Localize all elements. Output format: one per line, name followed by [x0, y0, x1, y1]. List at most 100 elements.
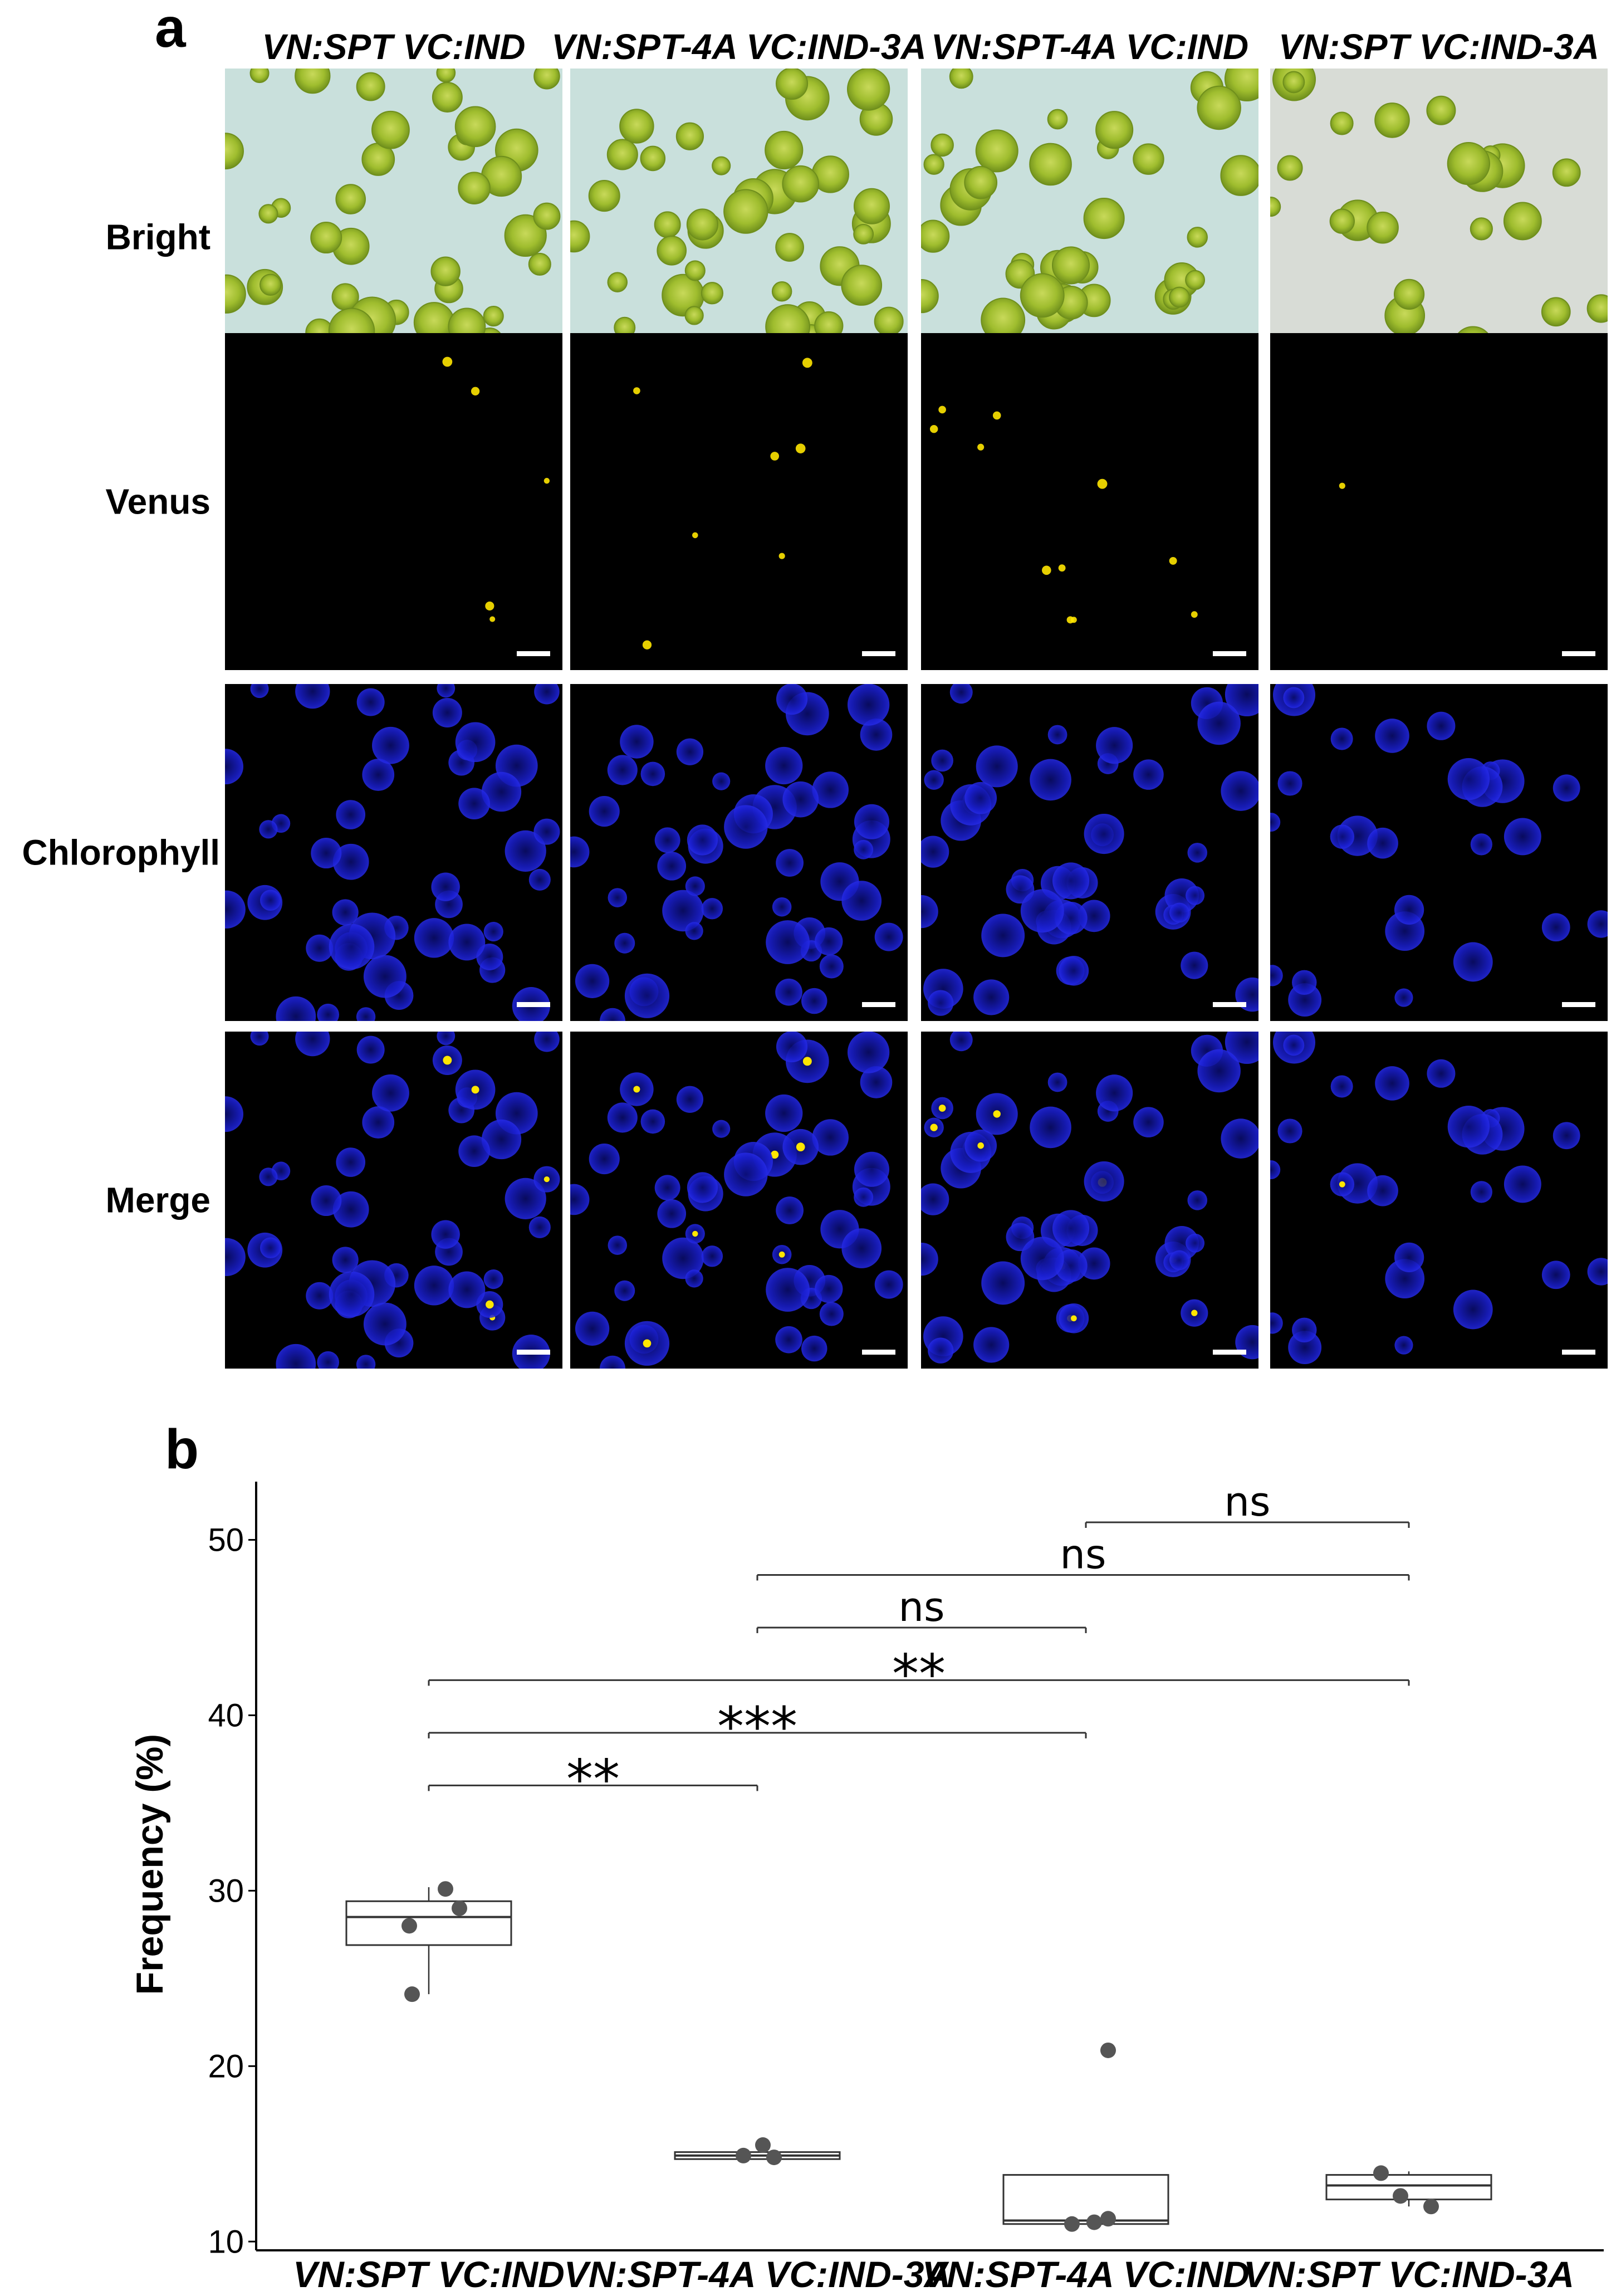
chlorophyll-cell [973, 979, 1010, 1015]
venus-signal [1169, 556, 1177, 565]
chlorophyll-cell [701, 898, 723, 920]
venus-signal [471, 387, 480, 395]
protoplast-cell [1051, 246, 1090, 285]
protoplast-cell [1367, 211, 1399, 244]
chlorophyll-cell [1330, 727, 1353, 750]
protoplast-cell [335, 184, 366, 214]
chlorophyll-cell [775, 1326, 802, 1354]
y-ticks: 10 20 30 40 50 [208, 1522, 256, 2260]
micrograph-background [1270, 333, 1608, 670]
chlorophyll-cell [1283, 687, 1305, 709]
protoplast-cell [723, 189, 768, 234]
micrograph-tile [921, 684, 1258, 1021]
protoplast-cell [1083, 197, 1125, 240]
column-label: VN:SPT VC:IND [262, 27, 526, 67]
venus-signal [1339, 1181, 1345, 1188]
chlorophyll-cell [765, 1094, 803, 1132]
protoplast-cell [1185, 270, 1206, 290]
venus-signal [929, 424, 938, 433]
venus-signal [1070, 1315, 1077, 1322]
chlorophyll-cell [1394, 1242, 1424, 1272]
chlorophyll-cell [624, 973, 670, 1018]
chlorophyll-cell [483, 921, 503, 942]
row-labels: Bright Venus Chlorophyll Merge [22, 217, 220, 1220]
chlorophyll-cell [570, 1184, 590, 1215]
scale-bar [862, 1350, 895, 1355]
protoplast-cell [249, 69, 270, 84]
chlorophyll-cell [1133, 1107, 1164, 1137]
chlorophyll-cell [1197, 701, 1241, 745]
protoplast-cell [619, 109, 654, 144]
chlorophyll-cell [1292, 1317, 1317, 1343]
chlorophyll-cell [815, 927, 843, 956]
protoplast-cell [1541, 297, 1571, 327]
protoplast-cell [949, 69, 973, 89]
column-label: VN:SPT-4A VC:IND [931, 27, 1248, 67]
protoplast-cell [853, 188, 890, 224]
chlorophyll-cell [362, 1106, 395, 1139]
chlorophyll-cell [640, 1109, 665, 1134]
chlorophyll-cell [928, 1337, 954, 1364]
protoplast-cell [712, 156, 731, 175]
row-label: Chlorophyll [22, 833, 220, 873]
venus-signal [692, 532, 698, 539]
chlorophyll-cell [414, 918, 454, 958]
chlorophyll-cell [687, 824, 718, 856]
venus-signal [770, 452, 780, 461]
row-label: Bright [106, 217, 210, 257]
venus-signal [802, 1057, 812, 1066]
significance-bracket: ns [756, 1531, 1410, 1581]
chlorophyll-cell [1164, 1225, 1199, 1261]
box [674, 2151, 841, 2160]
protoplast-cell [606, 139, 638, 170]
venus-signal [485, 601, 494, 611]
chlorophyll-cell [1133, 759, 1164, 790]
significance-bracket: ** [428, 1748, 758, 1810]
venus-signal [633, 1086, 640, 1093]
data-point [1393, 2188, 1408, 2204]
protoplast-cell [533, 69, 560, 90]
chlorophyll-cell [1221, 1118, 1258, 1159]
protoplast-cell [684, 306, 704, 325]
chlorophyll-cell [1186, 1233, 1205, 1253]
chlorophyll-cell [437, 1032, 456, 1046]
chlorophyll-cell [662, 1237, 704, 1279]
scale-bar [517, 1350, 550, 1355]
chlorophyll-cell [1270, 1312, 1283, 1334]
chlorophyll-cell [1059, 955, 1089, 986]
venus-signal [938, 406, 946, 414]
chlorophyll-cell [685, 876, 705, 896]
chlorophyll-cell [1292, 970, 1317, 995]
protoplast-cell [1047, 109, 1068, 130]
x-category-label: VN:SPT VC:IND [293, 2254, 565, 2295]
chlorophyll-cell [724, 805, 768, 849]
chlorophyll-cell [295, 1032, 330, 1057]
chlorophyll-cell [1186, 886, 1205, 905]
protoplast-cell [931, 133, 954, 157]
micrograph-tile [570, 333, 908, 670]
chlorophyll-cell [356, 688, 385, 716]
protoplast-cell [607, 272, 628, 292]
chlorophyll-cell [1367, 1175, 1398, 1206]
protoplast-cell [1270, 197, 1281, 217]
protoplast-cell [923, 154, 944, 175]
chlorophyll-cell [1367, 827, 1398, 859]
chlorophyll-cell [600, 1008, 625, 1021]
chlorophyll-cell [608, 1235, 628, 1255]
chlorophyll-cell [608, 888, 628, 907]
chlorophyll-cell [505, 830, 546, 872]
chlorophyll-cell [1270, 813, 1281, 832]
chlorophyll-cell [657, 1199, 687, 1228]
chlorophyll-cell [575, 964, 610, 998]
chlorophyll-cell [336, 800, 366, 829]
chlorophyll-cell [921, 836, 949, 868]
micrograph-tile [225, 1032, 562, 1369]
chlorophyll-cell [776, 1196, 804, 1224]
chlorophyll-cell [276, 1344, 316, 1369]
column-label: VN:SPT-4A VC:IND-3A [551, 27, 926, 67]
chlorophyll-cell [724, 1152, 768, 1196]
protoplast-cell [1330, 111, 1354, 135]
data-point [736, 2147, 751, 2163]
